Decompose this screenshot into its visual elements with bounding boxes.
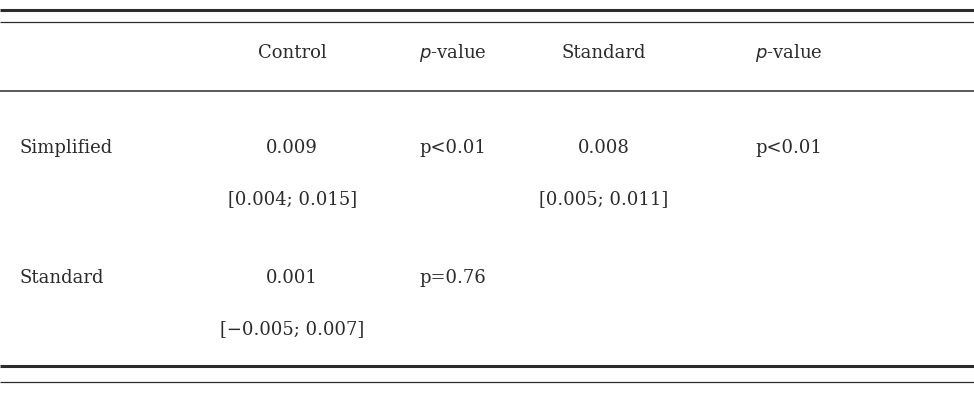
Text: $p$-value: $p$-value [419,42,487,64]
Text: [0.005; 0.011]: [0.005; 0.011] [540,190,668,208]
Text: p<0.01: p<0.01 [756,139,822,157]
Text: $p$-value: $p$-value [755,42,823,64]
Text: 0.009: 0.009 [266,139,318,157]
Text: Standard: Standard [562,44,646,62]
Text: Simplified: Simplified [19,139,113,157]
Text: p=0.76: p=0.76 [420,269,486,287]
Text: Standard: Standard [19,269,104,287]
Text: 0.008: 0.008 [578,139,630,157]
Text: 0.001: 0.001 [266,269,318,287]
Text: [−0.005; 0.007]: [−0.005; 0.007] [220,320,364,338]
Text: Control: Control [258,44,326,62]
Text: [0.004; 0.015]: [0.004; 0.015] [228,190,356,208]
Text: p<0.01: p<0.01 [420,139,486,157]
